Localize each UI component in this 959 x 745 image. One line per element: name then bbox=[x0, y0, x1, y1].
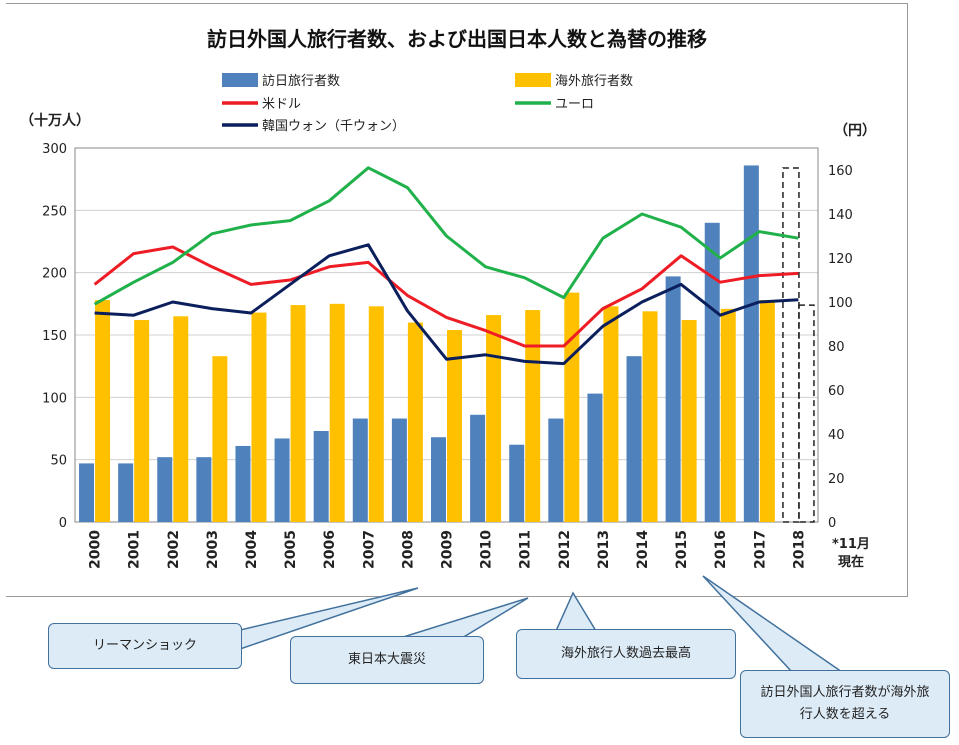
bar-inbound-visitors bbox=[509, 444, 525, 522]
legend-usd-label: 米ドル bbox=[262, 97, 301, 112]
left-tick-label: 200 bbox=[42, 267, 67, 282]
x-tick-label: 2003 bbox=[205, 530, 221, 569]
x-tick-label: 2018 bbox=[791, 530, 807, 569]
bar-2018-outbound-placeholder bbox=[798, 304, 815, 523]
bar-outbound-travelers bbox=[681, 320, 697, 522]
chart-title: 訪日外国人旅行者数、および出国日本人数と為替の推移 bbox=[207, 27, 707, 51]
bar-outbound-travelers bbox=[603, 306, 619, 522]
x-tick-label: 2006 bbox=[322, 530, 338, 569]
callout-inbound-exceeds-outbound: 訪日外国人旅行者数が海外旅行人数を超える bbox=[740, 670, 950, 738]
legend-inbound-visitors-label: 訪日旅行者数 bbox=[262, 73, 340, 89]
chart-frame: 訪日外国人旅行者数、および出国日本人数と為替の推移 0 50 100 150 200 250… bbox=[6, 3, 908, 597]
x-tick-label: 2015 bbox=[674, 530, 690, 569]
bar-inbound-visitors bbox=[548, 418, 564, 522]
callout-pointer-earthquake bbox=[399, 597, 529, 639]
bar-outbound-travelers bbox=[290, 305, 306, 522]
bar-inbound-visitors bbox=[313, 430, 329, 522]
x-tick-label: 2012 bbox=[557, 530, 573, 569]
line-euro bbox=[93, 166, 799, 306]
right-tick-label: 40 bbox=[828, 428, 845, 443]
bar-inbound-visitors bbox=[391, 418, 407, 522]
callout-pointer-record bbox=[554, 591, 598, 632]
left-tick-label: 100 bbox=[42, 391, 67, 406]
right-tick-label: 140 bbox=[828, 208, 853, 223]
left-tick-label: 150 bbox=[42, 329, 67, 344]
bar-outbound-travelers bbox=[407, 322, 423, 522]
bar-outbound-travelers bbox=[134, 320, 150, 522]
chart-svg: 訪日外国人旅行者数、および出国日本人数と為替の推移050100150200250… bbox=[20, 27, 876, 570]
right-tick-label: 20 bbox=[828, 472, 845, 487]
bar-inbound-visitors bbox=[352, 418, 368, 522]
left-tick-label: 0 bbox=[59, 516, 67, 531]
bar-2018-inbound-placeholder bbox=[782, 167, 800, 523]
right-tick-label: 160 bbox=[828, 164, 853, 179]
legend-outbound-travelers-swatch bbox=[515, 73, 551, 87]
left-tick-label: 50 bbox=[50, 454, 67, 469]
bar-inbound-visitors bbox=[118, 463, 134, 522]
bar-outbound-travelers bbox=[251, 312, 267, 522]
left-tick-label: 250 bbox=[42, 204, 67, 219]
bar-outbound-travelers bbox=[173, 316, 189, 522]
bar-inbound-visitors bbox=[157, 457, 173, 522]
last-category-note-line2: 現在 bbox=[838, 554, 864, 570]
x-tick-label: 2001 bbox=[127, 530, 143, 569]
bar-outbound-travelers bbox=[95, 300, 111, 522]
legend-inbound-visitors-swatch bbox=[222, 73, 258, 87]
x-tick-label: 2005 bbox=[283, 530, 299, 569]
bar-inbound-visitors bbox=[470, 414, 486, 522]
x-tick-label: 2000 bbox=[88, 530, 104, 569]
bar-outbound-travelers bbox=[329, 303, 345, 522]
bar-outbound-travelers bbox=[212, 356, 228, 522]
line-usd bbox=[93, 245, 799, 348]
bar-inbound-visitors bbox=[704, 222, 720, 523]
x-tick-label: 2009 bbox=[440, 530, 456, 569]
x-tick-label: 2007 bbox=[361, 530, 377, 569]
bar-inbound-visitors bbox=[626, 356, 642, 522]
bar-inbound-visitors bbox=[196, 457, 212, 522]
bar-inbound-visitors bbox=[587, 393, 603, 522]
plot-area-border bbox=[74, 147, 819, 523]
x-tick-label: 2016 bbox=[713, 530, 729, 569]
x-tick-label: 2002 bbox=[166, 530, 182, 569]
bar-inbound-visitors bbox=[235, 445, 251, 522]
bar-outbound-travelers bbox=[564, 292, 580, 522]
callout-lehman-shock: リーマンショック bbox=[48, 623, 242, 669]
x-tick-label: 2010 bbox=[479, 530, 495, 569]
x-tick-label: 2004 bbox=[244, 530, 260, 569]
bar-inbound-visitors bbox=[743, 165, 759, 522]
x-tick-label: 2013 bbox=[596, 530, 612, 569]
bar-outbound-travelers bbox=[525, 310, 541, 522]
right-tick-label: 80 bbox=[828, 340, 845, 355]
x-tick-label: 2011 bbox=[518, 530, 534, 569]
legend-euro-label: ユーロ bbox=[555, 97, 594, 112]
bar-outbound-travelers bbox=[486, 315, 502, 522]
left-tick-label: 300 bbox=[42, 142, 67, 157]
line-krw bbox=[94, 243, 799, 366]
right-axis-unit: （円） bbox=[834, 123, 876, 139]
right-tick-label: 0 bbox=[828, 516, 836, 531]
left-axis-unit: （十万人） bbox=[20, 112, 90, 129]
x-tick-label: 2017 bbox=[752, 530, 768, 569]
bar-outbound-travelers bbox=[642, 311, 658, 522]
legend-krw-label: 韓国ウォン（千ウォン） bbox=[262, 119, 405, 134]
bar-inbound-visitors bbox=[665, 276, 681, 522]
last-category-note-line1: *11月 bbox=[832, 537, 870, 552]
callout-great-east-japan-earthquake: 東日本大震災 bbox=[290, 636, 484, 684]
x-tick-label: 2014 bbox=[635, 530, 651, 569]
right-tick-label: 100 bbox=[828, 296, 853, 311]
callout-overseas-travel-record: 海外旅行人数過去最高 bbox=[516, 629, 736, 679]
bar-inbound-visitors bbox=[274, 438, 290, 522]
x-tick-label: 2008 bbox=[400, 530, 416, 569]
legend-outbound-travelers-label: 海外旅行者数 bbox=[555, 74, 633, 89]
bar-outbound-travelers bbox=[368, 306, 384, 522]
bar-inbound-visitors bbox=[79, 463, 95, 522]
right-tick-label: 120 bbox=[828, 252, 853, 267]
right-tick-label: 60 bbox=[828, 384, 845, 399]
bar-outbound-travelers bbox=[447, 330, 462, 522]
bar-inbound-visitors bbox=[431, 437, 446, 522]
bar-outbound-travelers bbox=[720, 308, 736, 522]
bar-outbound-travelers bbox=[759, 300, 775, 522]
